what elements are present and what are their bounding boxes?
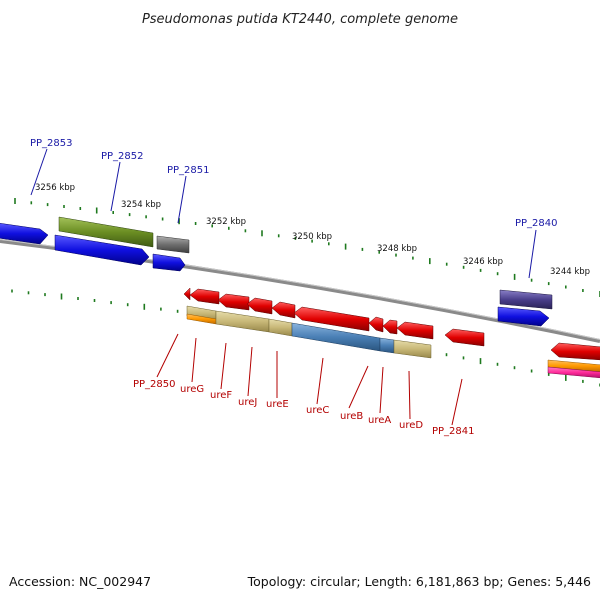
gene-pp2851[interactable] xyxy=(152,253,186,272)
gene-label-ureE[interactable]: ureE xyxy=(266,399,289,410)
gene-ureE[interactable] xyxy=(271,301,296,319)
gene-label-pp2851[interactable]: PP_2851 xyxy=(167,165,210,176)
gene-labels-bottom: PP_2850 ureG ureF ureJ ureE ureC ureB ur… xyxy=(133,379,475,437)
feature-khaki-ureE[interactable] xyxy=(268,318,293,337)
ruler-label: 3246 kbp xyxy=(463,257,503,267)
gene-label-ureF[interactable]: ureF xyxy=(210,390,232,401)
gene-pp2850-fragment[interactable] xyxy=(183,287,191,301)
genome-summary-text: Topology: circular; Length: 6,181,863 bp… xyxy=(247,574,591,589)
gene-label-ureC[interactable]: ureC xyxy=(306,405,329,416)
gene-label-pp2840[interactable]: PP_2840 xyxy=(515,218,558,229)
outer-tick-ring xyxy=(14,198,600,297)
feature-khaki-ureF-ureJ[interactable] xyxy=(215,310,270,333)
gene-pp2840-feature[interactable] xyxy=(499,289,553,310)
gene-label-pp2853[interactable]: PP_2853 xyxy=(30,138,73,149)
ruler-label: 3244 kbp xyxy=(550,267,590,277)
gene-pp2841[interactable] xyxy=(444,328,485,347)
gene-pp2840[interactable] xyxy=(497,306,550,327)
map-title: Pseudomonas putida KT2440, complete geno… xyxy=(142,12,458,27)
gene-label-ureB[interactable]: ureB xyxy=(340,411,363,422)
accession-text: Accession: NC_002947 xyxy=(9,574,151,589)
gene-label-pp2852[interactable]: PP_2852 xyxy=(101,151,144,162)
gene-ureB[interactable] xyxy=(368,316,384,333)
ruler-label: 3254 kbp xyxy=(121,200,161,210)
gene-label-pp2841[interactable]: PP_2841 xyxy=(432,426,475,437)
feature-khaki-ureD[interactable] xyxy=(393,339,432,359)
feature-orange-right[interactable] xyxy=(547,359,600,373)
gene-ureA[interactable] xyxy=(382,319,398,335)
forward-features xyxy=(0,216,553,327)
gene-ureF[interactable] xyxy=(217,293,250,311)
gene-ureC[interactable] xyxy=(293,306,370,332)
top-leader-lines xyxy=(30,148,537,279)
ruler-label: 3252 kbp xyxy=(206,217,246,227)
feature-steelblue-ureB[interactable] xyxy=(379,337,395,354)
gene-labels-top: PP_2853 PP_2852 PP_2851 PP_2840 xyxy=(30,138,558,229)
ruler-label: 3256 kbp xyxy=(35,183,75,193)
feature-pink-right[interactable] xyxy=(547,366,600,379)
gene-label-ureJ[interactable]: ureJ xyxy=(238,397,257,408)
gene-label-ureG[interactable]: ureG xyxy=(180,384,204,395)
gene-pp2852-feature[interactable] xyxy=(58,216,154,248)
ruler-labels: 3256 kbp 3254 kbp 3252 kbp 3250 kbp 3248… xyxy=(35,183,590,277)
gene-ureG[interactable] xyxy=(189,288,220,305)
gene-pp2851-feature[interactable] xyxy=(156,235,190,254)
gene-ureJ[interactable] xyxy=(246,297,273,315)
gene-label-pp2850[interactable]: PP_2850 xyxy=(133,379,176,390)
gene-pp2853[interactable] xyxy=(0,223,49,245)
ruler-label: 3248 kbp xyxy=(377,244,417,254)
gene-offscreen-right[interactable] xyxy=(550,342,600,361)
bottom-leader-lines xyxy=(156,333,463,426)
reverse-features xyxy=(183,287,600,379)
gene-pp2852[interactable] xyxy=(54,234,150,266)
gene-label-ureA[interactable]: ureA xyxy=(368,415,391,426)
gene-label-ureD[interactable]: ureD xyxy=(399,420,423,431)
ruler-label: 3250 kbp xyxy=(292,232,332,242)
gene-ureD[interactable] xyxy=(396,321,434,340)
